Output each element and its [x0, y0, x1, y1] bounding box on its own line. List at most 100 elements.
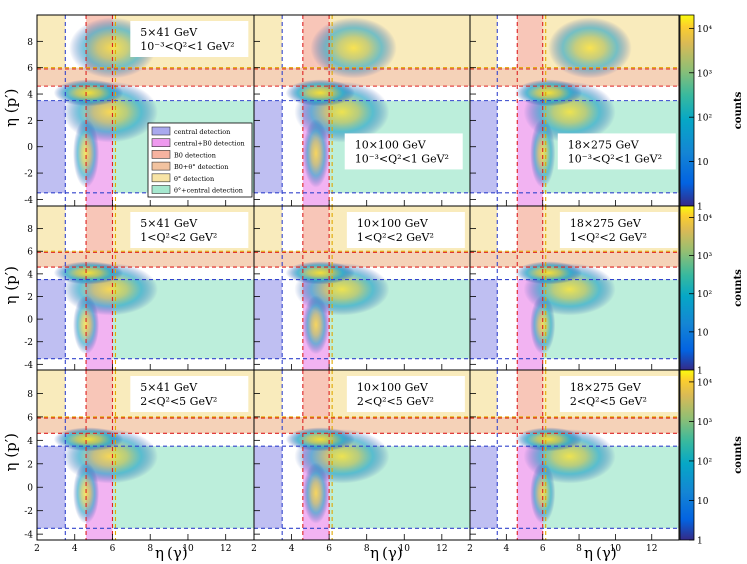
- annotation-box: [559, 376, 678, 412]
- legend-swatch: [151, 138, 171, 147]
- legend-box: [147, 122, 253, 198]
- density-blob: [73, 462, 100, 524]
- density-blob: [530, 462, 556, 524]
- y-tick-label: -2: [24, 170, 33, 180]
- q2-range-label: 10⁻³<Q²<1 GeV²: [355, 152, 449, 165]
- region-b0: [517, 206, 543, 252]
- x-tick-label: 12: [646, 544, 657, 554]
- x-axis-label: η (γ): [155, 544, 188, 562]
- region-b0: [517, 15, 543, 68]
- beam-energy-label: 10×100 GeV: [355, 138, 427, 151]
- y-tick-label: 8: [27, 390, 33, 400]
- x-tick-label: 6: [110, 544, 116, 554]
- panel: -4 -2 0 2 4 6 8 2 4 6 8 10 12 5×41 GeV2<Q²<5 GeV² η (p…: [2, 369, 255, 554]
- beam-energy-label: 18×275 GeV: [570, 217, 642, 230]
- colorbar-tick-label: 10⁴: [697, 25, 712, 35]
- colorbar-tick-label: 10: [697, 497, 709, 507]
- density-blob: [285, 261, 355, 285]
- density-blob: [53, 261, 124, 285]
- y-axis-label: η (p′): [2, 433, 20, 471]
- legend-swatch: [151, 161, 171, 171]
- legend-entry-label: θ° detection: [174, 175, 214, 183]
- x-tick-label: 12: [436, 544, 447, 554]
- legend-entry-label: central detection: [174, 128, 230, 136]
- x-tick-label: 4: [289, 544, 295, 554]
- colorbar-tick-label: 10³: [697, 418, 712, 428]
- y-tick-label: -4: [24, 361, 33, 371]
- legend-entry-label: B0 detection: [174, 151, 216, 159]
- colorbar: [679, 14, 695, 207]
- x-tick-label: 8: [364, 544, 370, 554]
- x-tick-label: 6: [326, 544, 332, 554]
- legend: central detection central+B0 detection B0 …: [147, 122, 253, 198]
- y-tick-label: 4: [27, 91, 33, 101]
- q2-range-label: 2<Q²<5 GeV²: [140, 395, 217, 408]
- y-tick-label: 6: [27, 248, 33, 258]
- annotation-box: [130, 21, 249, 57]
- panel-content: [254, 15, 470, 206]
- annotation-box: [557, 133, 676, 170]
- y-tick-label: 0: [27, 316, 33, 326]
- region-b0: [302, 370, 330, 417]
- x-tick-label: 4: [72, 544, 78, 554]
- y-tick-label: 6: [27, 413, 33, 423]
- region-b0: [86, 206, 113, 252]
- density-blob: [285, 79, 355, 107]
- density-blob: [530, 295, 556, 355]
- panel: 2 4 6 8 10 12 18×275 GeV2<Q²<5 GeV²: [467, 369, 680, 554]
- colorbar-tick-label: 10³: [697, 252, 712, 262]
- y-axis-label: η (p′): [2, 266, 20, 304]
- x-axis-label: η (γ): [584, 544, 617, 562]
- y-axis-label: η (p′): [2, 89, 20, 127]
- colorbar-tick-label: 10⁴: [697, 378, 712, 388]
- annotation-box: [346, 376, 465, 412]
- legend-swatch: [151, 173, 171, 183]
- y-tick-label: 2: [27, 293, 33, 303]
- beam-energy-label: 5×41 GeV: [140, 381, 198, 394]
- colorbar-tick-label: 10³: [697, 69, 712, 79]
- density-blob: [530, 118, 556, 188]
- x-tick-label: 2: [34, 544, 40, 554]
- density-blob: [303, 118, 329, 188]
- colorbar: [679, 369, 695, 541]
- density-blob: [303, 295, 329, 355]
- axis-labels: η (γ) η (γ) η (γ): [155, 544, 617, 562]
- region-b0-zdc: [254, 416, 470, 434]
- colorbar-label: counts: [733, 269, 744, 307]
- region-b0-zdc: [254, 251, 470, 268]
- colorbar: [679, 205, 695, 371]
- legend-swatch: [151, 185, 171, 194]
- density-blob: [303, 462, 329, 524]
- density-blob: [73, 295, 100, 355]
- y-tick-label: 2: [27, 117, 33, 127]
- colorbars: 1 10 10² 10³ 10⁴ counts 1 10 10² 10³ 10⁴ counts 1 10 1…: [679, 14, 744, 547]
- region-b0-zdc: [470, 251, 679, 268]
- y-tick-label: 6: [27, 64, 33, 74]
- q2-range-label: 10⁻³<Q²<1 GeV²: [140, 40, 234, 53]
- colorbar-label: counts: [733, 436, 744, 474]
- legend-swatch: [151, 150, 171, 159]
- legend-entry-label: θ°+central detection: [174, 187, 243, 195]
- density-blob: [53, 427, 124, 452]
- region-b0-zdc: [470, 416, 679, 434]
- density-blob: [515, 79, 583, 107]
- beam-energy-label: 5×41 GeV: [140, 217, 198, 230]
- y-tick-label: -2: [24, 338, 33, 348]
- y-tick-label: -4: [24, 531, 33, 541]
- legend-entry-label: central+B0 detection: [174, 140, 245, 148]
- colorbar-tick-label: 10²: [697, 457, 712, 467]
- panel-frame: [469, 369, 680, 541]
- annotation-box: [130, 212, 249, 248]
- panel: 2 4 6 8 10 12 10×100 GeV2<Q²<5 GeV²: [251, 369, 471, 554]
- legend-swatch: [151, 126, 171, 136]
- density-blob: [548, 17, 632, 79]
- q2-range-label: 2<Q²<5 GeV²: [570, 395, 647, 408]
- annotation-box: [559, 212, 678, 248]
- q2-range-label: 1<Q²<2 GeV²: [140, 231, 217, 244]
- annotation-box: [130, 376, 249, 412]
